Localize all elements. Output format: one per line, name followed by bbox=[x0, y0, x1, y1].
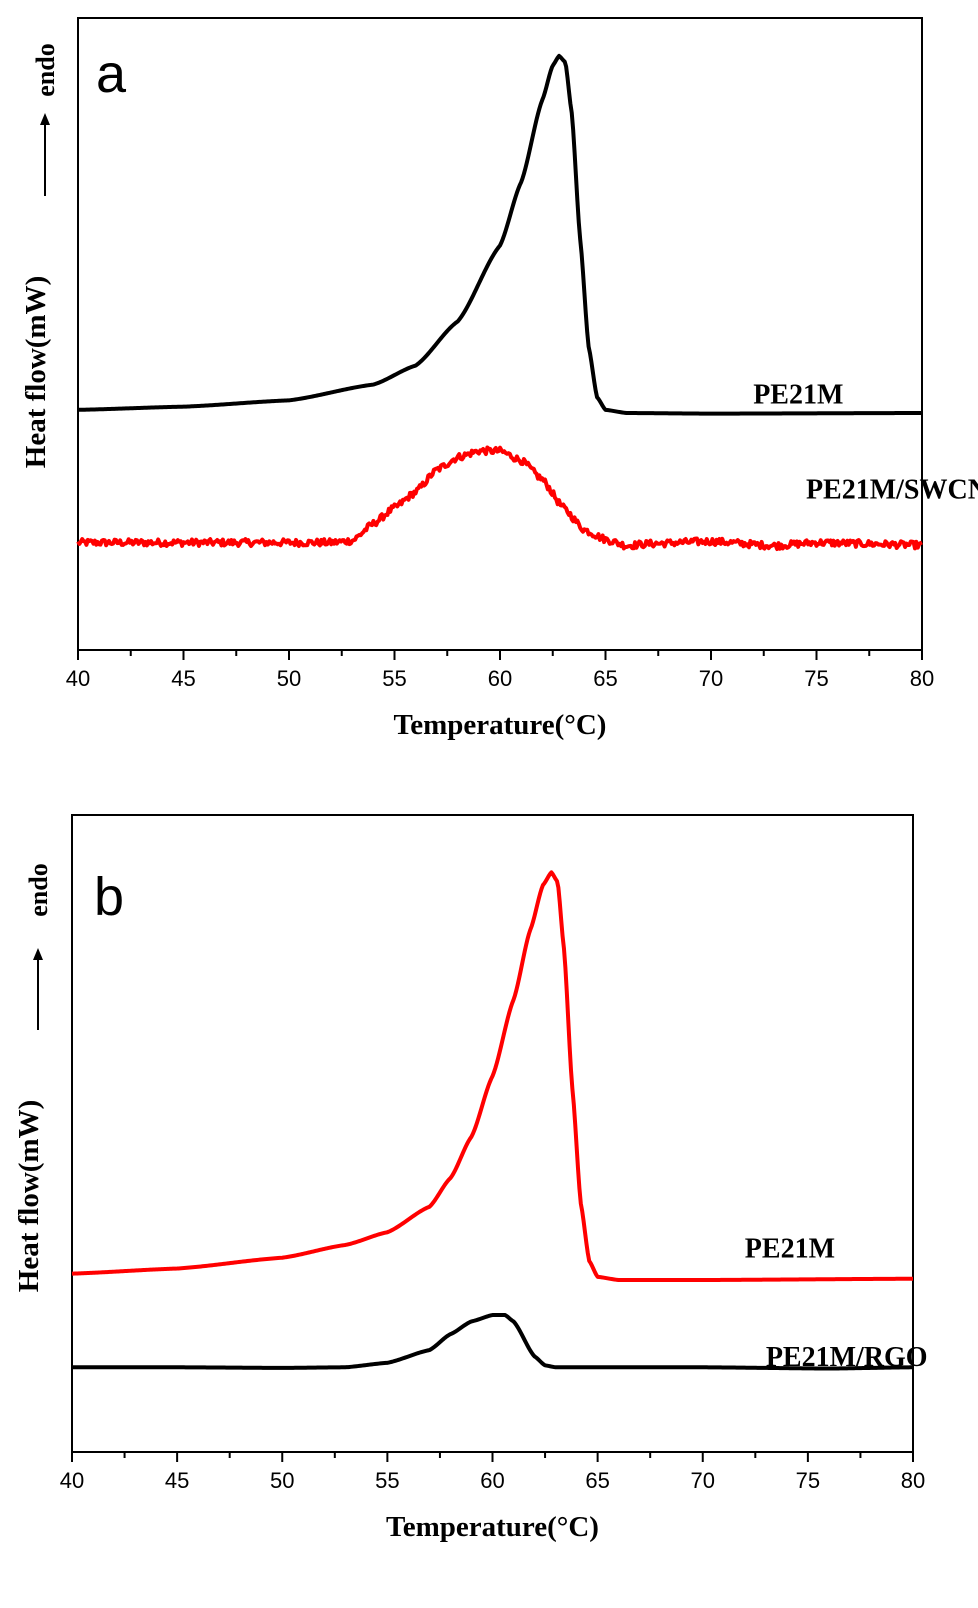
endo-arrow-icon bbox=[33, 948, 43, 960]
endo-label: endo bbox=[24, 863, 53, 916]
plot-frame bbox=[77, 17, 923, 651]
x-tick-label: 55 bbox=[375, 1468, 399, 1493]
x-tick-label: 75 bbox=[796, 1468, 820, 1493]
panel-b: 40 45 50 55 60 65 70 75 80 Temperature(°C) Heat fl… bbox=[13, 814, 928, 1543]
x-tick-label: 55 bbox=[382, 666, 406, 691]
x-tick-label: 50 bbox=[270, 1468, 294, 1493]
x-tick-label: 40 bbox=[60, 1468, 84, 1493]
x-tick-label: 45 bbox=[171, 666, 195, 691]
panel-letter: b bbox=[94, 867, 124, 927]
series-line-1 bbox=[71, 1313, 914, 1371]
x-axis-title: Temperature(°C) bbox=[386, 1511, 599, 1543]
y-axis-title: Heat flow(mW) bbox=[13, 1100, 45, 1292]
series-label-1: PE21M/RGO bbox=[766, 1342, 928, 1373]
x-tick-label: 60 bbox=[480, 1468, 504, 1493]
x-tick-label: 45 bbox=[165, 1468, 189, 1493]
x-axis-title: Temperature(°C) bbox=[394, 709, 607, 741]
x-tick-label: 50 bbox=[277, 666, 301, 691]
series-label-0: PE21M bbox=[753, 380, 843, 411]
series-line-0 bbox=[77, 53, 923, 416]
x-tick-label: 80 bbox=[910, 666, 934, 691]
x-tick-label: 70 bbox=[699, 666, 723, 691]
y-axis-title: Heat flow(mW) bbox=[20, 276, 52, 468]
series-line-1 bbox=[76, 445, 923, 552]
x-tick-label: 40 bbox=[66, 666, 90, 691]
series-line-0 bbox=[71, 870, 914, 1283]
panel-a: 40 45 50 55 60 65 70 75 80 Temperature(°C) Heat fl… bbox=[20, 17, 978, 741]
series-label-1: PE21M/SWCNT bbox=[806, 474, 978, 505]
x-tick-label: 60 bbox=[488, 666, 512, 691]
endo-arrow-icon bbox=[40, 113, 50, 125]
x-tick-label: 70 bbox=[691, 1468, 715, 1493]
panel-letter: a bbox=[96, 44, 127, 104]
x-tick-label: 65 bbox=[585, 1468, 609, 1493]
series-label-0: PE21M bbox=[745, 1234, 835, 1265]
endo-label: endo bbox=[31, 43, 60, 96]
x-tick-label: 80 bbox=[901, 1468, 925, 1493]
x-tick-label: 75 bbox=[804, 666, 828, 691]
x-tick-label: 65 bbox=[593, 666, 617, 691]
